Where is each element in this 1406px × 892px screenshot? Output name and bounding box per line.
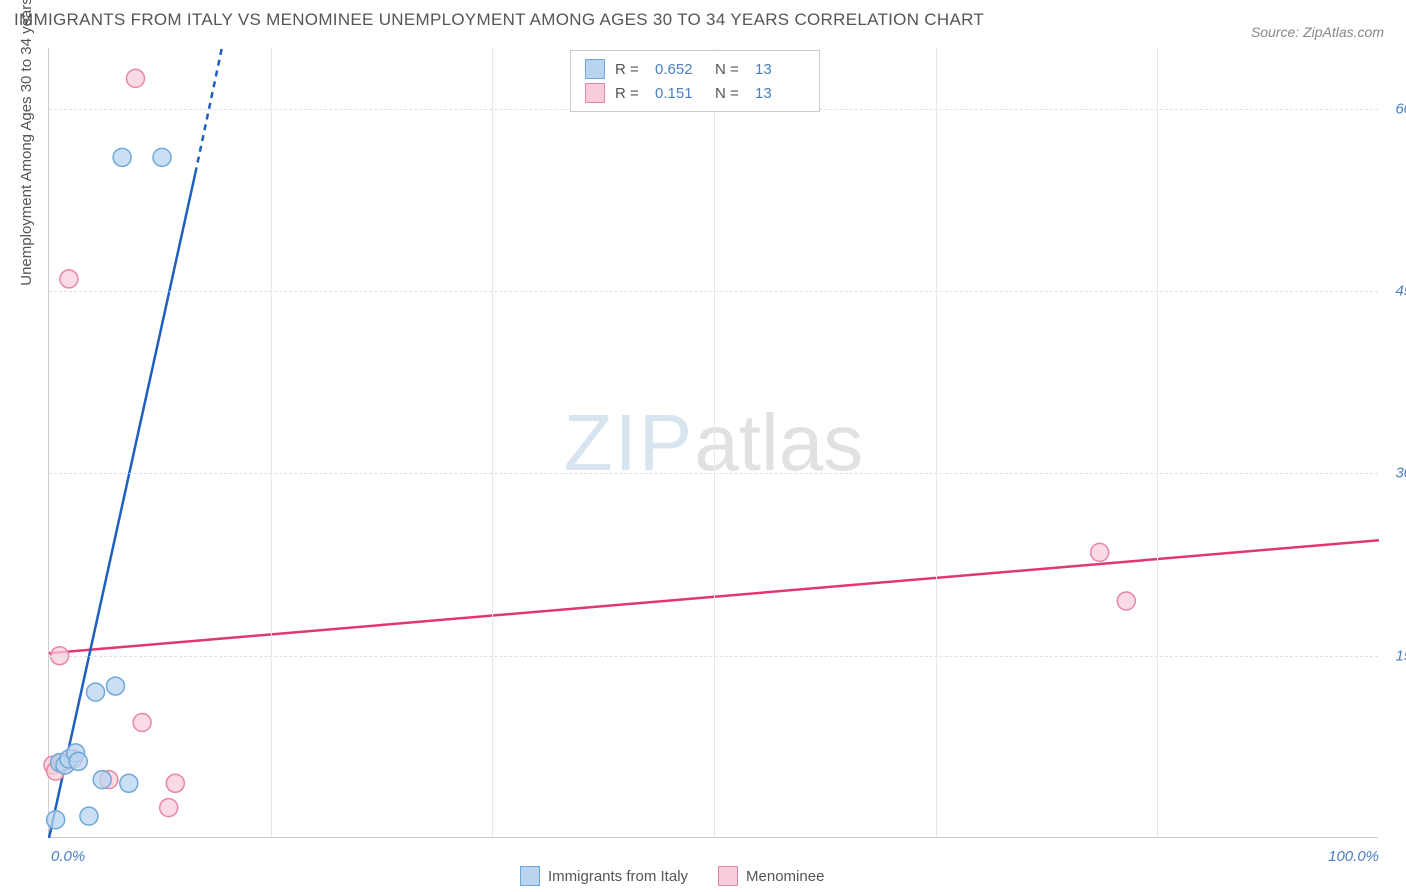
legend-r-value: 0.652 [655,61,705,78]
y-tick-label: 30.0% [1383,465,1406,482]
scatter-point [126,69,144,87]
legend-stats-row: R = 0.652 N = 13 [585,57,805,81]
gridline-v [714,48,715,837]
legend-series-label: Immigrants from Italy [548,868,688,885]
y-axis-label: Unemployment Among Ages 30 to 34 years [18,0,35,286]
scatter-point [80,807,98,825]
scatter-point [93,771,111,789]
trend-line-dashed [195,48,222,173]
chart-title: IMMIGRANTS FROM ITALY VS MENOMINEE UNEMP… [14,10,984,30]
legend-r-label: R = [615,61,645,78]
scatter-point [60,270,78,288]
y-tick-label: 60.0% [1383,100,1406,117]
legend-n-label: N = [715,61,745,78]
legend-swatch [585,59,605,79]
legend-swatch [585,83,605,103]
legend-r-value: 0.151 [655,85,705,102]
scatter-point [153,148,171,166]
gridline-v [1157,48,1158,837]
legend-n-value: 13 [755,61,805,78]
scatter-point [69,752,87,770]
scatter-point [1091,543,1109,561]
gridline-v [492,48,493,837]
scatter-point [47,811,65,829]
x-tick-label: 0.0% [51,848,85,865]
legend-series-label: Menominee [746,868,824,885]
scatter-point [166,774,184,792]
scatter-point [120,774,138,792]
source-attribution: Source: ZipAtlas.com [1251,24,1384,40]
y-tick-label: 45.0% [1383,283,1406,300]
scatter-point [160,799,178,817]
legend-n-label: N = [715,85,745,102]
legend-r-label: R = [615,85,645,102]
legend-series: Immigrants from Italy Menominee [520,866,824,886]
legend-stats-row: R = 0.151 N = 13 [585,81,805,105]
legend-swatch [718,866,738,886]
legend-swatch [520,866,540,886]
legend-n-value: 13 [755,85,805,102]
scatter-point [113,148,131,166]
scatter-point [1117,592,1135,610]
gridline-v [936,48,937,837]
legend-series-item: Menominee [718,866,824,886]
scatter-point [107,677,125,695]
legend-stats: R = 0.652 N = 13 R = 0.151 N = 13 [570,50,820,112]
plot-area: ZIPatlas 15.0%30.0%45.0%60.0%0.0%100.0% [48,48,1378,838]
x-tick-label: 100.0% [1328,848,1379,865]
y-tick-label: 15.0% [1383,647,1406,664]
scatter-point [133,714,151,732]
scatter-point [87,683,105,701]
gridline-v [271,48,272,837]
legend-series-item: Immigrants from Italy [520,866,688,886]
